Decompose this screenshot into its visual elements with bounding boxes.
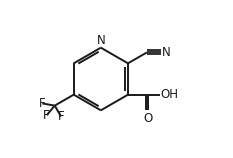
Text: F: F bbox=[43, 109, 50, 122]
Text: N: N bbox=[96, 34, 105, 47]
Text: F: F bbox=[58, 110, 64, 123]
Text: N: N bbox=[162, 46, 171, 59]
Text: O: O bbox=[144, 112, 153, 125]
Text: OH: OH bbox=[161, 88, 179, 101]
Text: F: F bbox=[39, 97, 46, 110]
